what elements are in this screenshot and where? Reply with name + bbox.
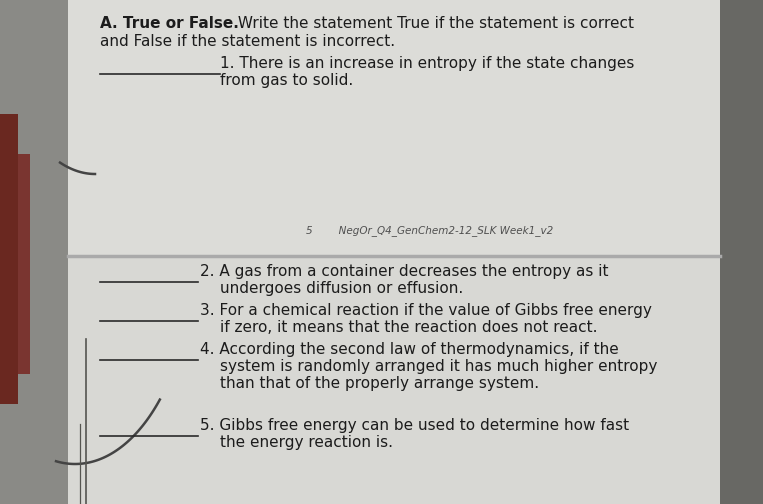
Text: the energy reaction is.: the energy reaction is. (220, 435, 393, 450)
Bar (0, 0, 68, 504)
Text: from gas to solid.: from gas to solid. (220, 73, 353, 88)
Text: 1. There is an increase in entropy if the state changes: 1. There is an increase in entropy if th… (220, 56, 634, 71)
Bar (0, 154, 30, 374)
Text: 5        NegOr_Q4_GenChem2-12_SLK Week1_v2: 5 NegOr_Q4_GenChem2-12_SLK Week1_v2 (307, 225, 554, 236)
Bar (0, 114, 18, 404)
Text: 5. Gibbs free energy can be used to determine how fast: 5. Gibbs free energy can be used to dete… (200, 418, 629, 433)
Text: system is randomly arranged it has much higher entropy: system is randomly arranged it has much … (220, 359, 658, 374)
Text: than that of the properly arrange system.: than that of the properly arrange system… (220, 376, 539, 391)
Bar (68, 256, 720, 504)
Bar (720, 0, 763, 504)
Text: 2. A gas from a container decreases the entropy as it: 2. A gas from a container decreases the … (200, 264, 609, 279)
Text: A. True or False.: A. True or False. (100, 16, 239, 31)
Text: 3. For a chemical reaction if the value of Gibbs free energy: 3. For a chemical reaction if the value … (200, 303, 652, 318)
Text: and False if the statement is incorrect.: and False if the statement is incorrect. (100, 34, 395, 49)
Text: if zero, it means that the reaction does not react.: if zero, it means that the reaction does… (220, 320, 597, 335)
Text: Write the statement True if the statement is correct: Write the statement True if the statemen… (233, 16, 634, 31)
Text: undergoes diffusion or effusion.: undergoes diffusion or effusion. (220, 281, 463, 296)
Bar (68, 0, 720, 256)
Text: 4. According the second law of thermodynamics, if the: 4. According the second law of thermodyn… (200, 342, 619, 357)
